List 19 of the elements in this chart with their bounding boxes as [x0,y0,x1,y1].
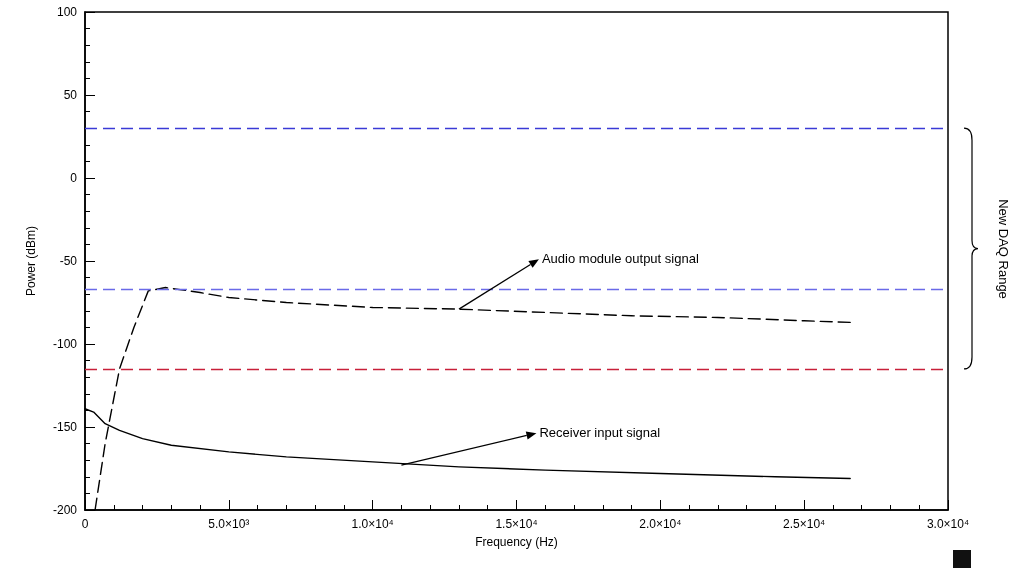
x-tick-label: 0 [81,517,89,531]
x-tick-label: 2.5×10⁴ [783,517,826,531]
y-tick-label: -100 [52,337,78,351]
x-tick-label: 3.0×10⁴ [926,517,970,531]
annotation: Receiver input signal [539,425,661,441]
x-axis-title: Frequency (Hz) [475,535,558,549]
text: New DAQ Range [995,198,1011,299]
y-axis-title: Power (dBm) [24,225,38,297]
y-tick-label: 0 [70,171,78,185]
y-tick-label: 50 [63,88,78,102]
y-tick-label: -200 [52,503,78,517]
y-tick-label: -150 [52,420,78,434]
x-tick-label: 1.5×10⁴ [495,517,538,531]
y-tick-label: 100 [56,5,78,19]
annotation: Audio module output signal [541,251,699,267]
x-tick-label: 5.0×10³ [208,517,250,531]
y-tick-label: -50 [59,254,78,268]
x-tick-label: 1.0×10⁴ [351,517,394,531]
x-tick-label: 2.0×10⁴ [639,517,682,531]
